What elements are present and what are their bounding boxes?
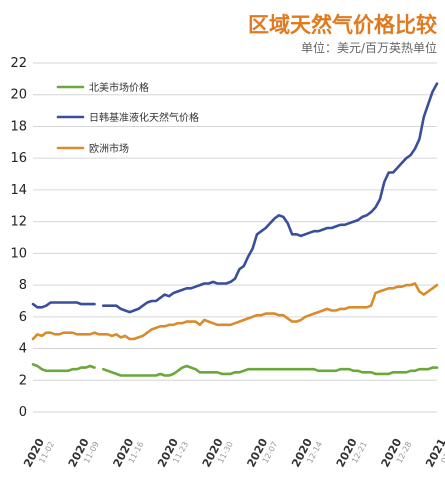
y-tick-label: 6: [19, 310, 27, 325]
y-tick-label: 4: [19, 342, 27, 357]
y-tick-label: 16: [10, 151, 27, 166]
y-tick-label: 2: [19, 373, 27, 388]
y-tick-label: 14: [10, 183, 27, 198]
y-tick-label: 0: [19, 405, 27, 420]
y-tick-label: 8: [19, 278, 27, 293]
series-line-0: [31, 363, 439, 377]
x-tick-year: 2021: [423, 436, 445, 469]
y-tick-label: 18: [10, 119, 27, 134]
legend-label-2: 欧洲市场: [89, 142, 129, 155]
unit-label: 单位：美元/百万英热单位: [301, 40, 437, 55]
series-line-2: [31, 282, 439, 341]
series-line-1: [31, 82, 439, 314]
legend-label-0: 北美市场价格: [89, 81, 149, 94]
y-tick-label: 22: [10, 56, 27, 71]
y-tick-label: 20: [10, 88, 27, 103]
grid: [33, 62, 437, 413]
y-tick-label: 10: [10, 246, 27, 261]
legend-label-1: 日韩基准液化天然气价格: [89, 111, 199, 124]
y-axis: 0 2 4 6 8 10 12 14 16 18 20 22: [10, 56, 27, 420]
y-tick-label: 12: [10, 215, 27, 230]
series-lines: [31, 82, 439, 377]
chart-title: 区域天然气价格比较: [248, 13, 437, 37]
